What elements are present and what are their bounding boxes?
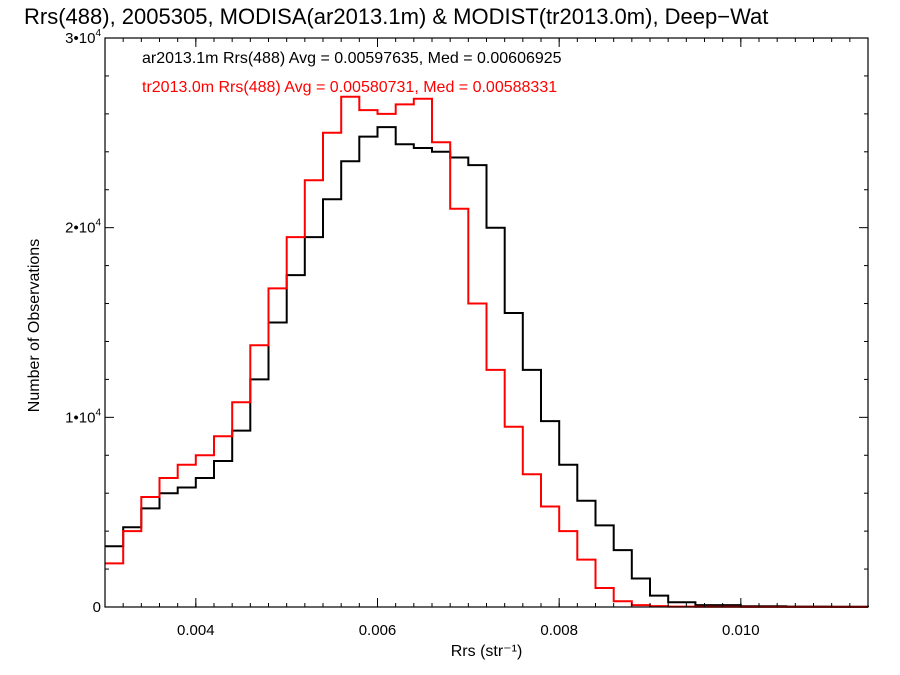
series-line-0	[105, 126, 869, 608]
y-tick-label: 0	[93, 599, 101, 616]
ticks-layer	[105, 37, 868, 608]
series-layer	[105, 95, 869, 608]
y-axis-label: Number of Observations	[26, 239, 43, 412]
x-tick-label: 0.008	[540, 622, 578, 639]
x-axis-label: Rrs (str⁻¹)	[451, 643, 523, 660]
tick-labels-layer: 0.004 0.006 0.008 0.010 0 1•104 2•104 3•104	[65, 28, 759, 639]
legend-entry-ar2013: ar2013.1m Rrs(488) Avg = 0.00597635, Med…	[142, 50, 562, 67]
y-tick-label: 3•104	[65, 28, 101, 47]
x-tick-label: 0.010	[722, 622, 760, 639]
legend-entry-tr2013: tr2013.0m Rrs(488) Avg = 0.00580731, Med…	[142, 79, 557, 96]
x-tick-label: 0.006	[359, 622, 397, 639]
y-tick-label: 1•104	[65, 407, 101, 426]
x-tick-label: 0.004	[177, 622, 215, 639]
chart-title: Rrs(488), 2005305, MODISA(ar2013.1m) & M…	[24, 4, 769, 29]
y-tick-label: 2•104	[65, 218, 101, 237]
